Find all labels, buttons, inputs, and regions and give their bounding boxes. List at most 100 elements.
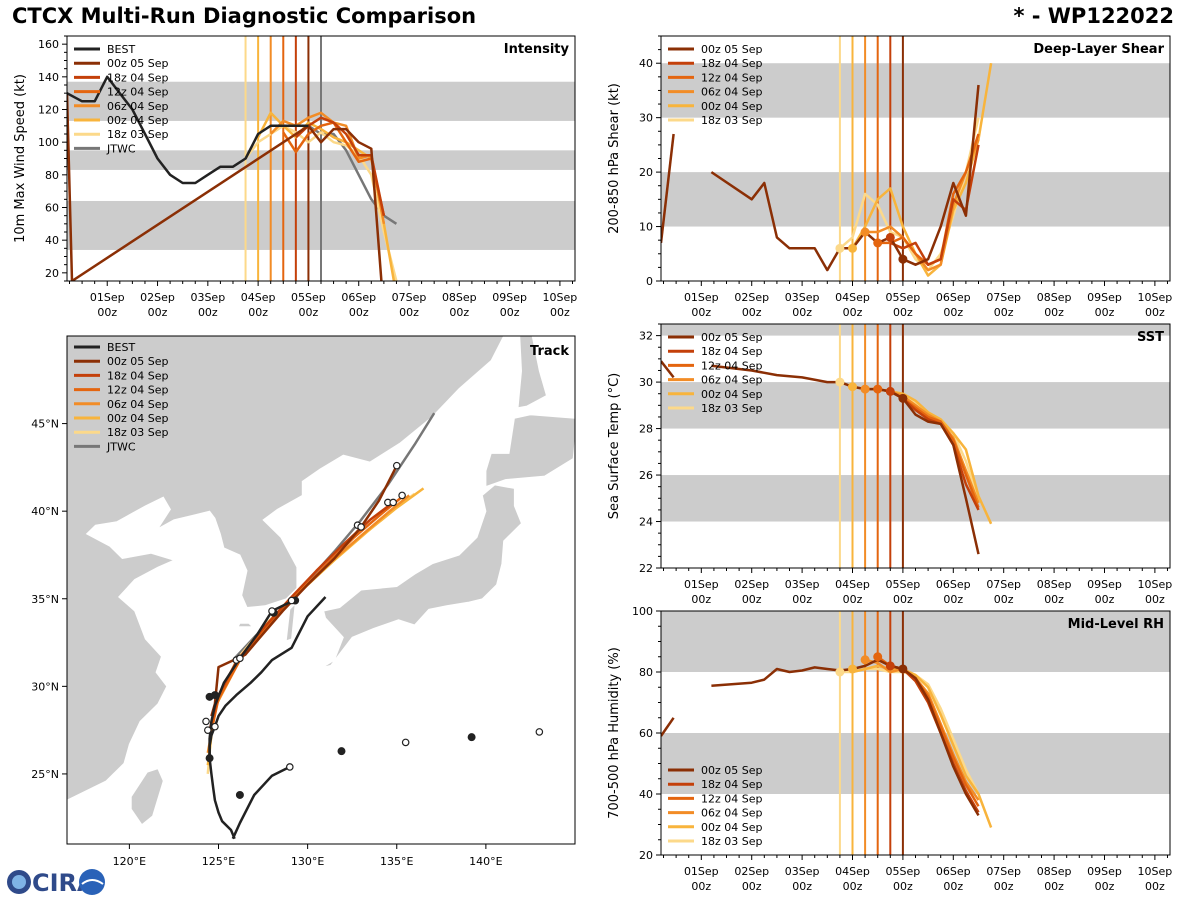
intensity-ytick-label: 140: [38, 71, 59, 84]
shear-series-00z-04-sep: [851, 62, 993, 277]
track-lat-label: 30°N: [31, 680, 59, 693]
shear-xtick-label-hour: 00z: [943, 306, 963, 319]
intensity-xtick-label-hour: 00z: [500, 306, 520, 319]
shear-marker-18z-03-sep: [835, 243, 845, 253]
intensity-xtick-label-hour: 00z: [97, 306, 117, 319]
sst-xtick-label-day: 05Sep: [886, 578, 921, 591]
intensity-ytick-label: 40: [45, 234, 59, 247]
track-legend-label-12z-04-sep: 12z 04 Sep: [107, 384, 169, 397]
shear-xtick-label-hour: 00z: [994, 306, 1014, 319]
rh-title: Mid-Level RH: [1068, 617, 1164, 632]
shear-ytick-label: 0: [646, 275, 653, 288]
track-lon-label: 135°E: [380, 855, 413, 868]
rh-xtick-label-day: 06Sep: [936, 865, 971, 878]
intensity-ytick-label: 80: [45, 169, 59, 182]
track-legend-label-best: BEST: [107, 341, 135, 354]
rh-xtick-label-day: 07Sep: [986, 865, 1021, 878]
sst-marker-12z-04-sep: [873, 384, 883, 394]
shear-xtick-label-day: 08Sep: [1037, 291, 1072, 304]
best-track-point-open: [398, 491, 406, 500]
shear-title: Deep-Layer Shear: [1033, 42, 1164, 57]
best-track-point-open: [389, 498, 397, 507]
shear-xtick-label-hour: 00z: [1095, 306, 1115, 319]
sst-xtick-label-day: 09Sep: [1087, 578, 1122, 591]
shear-marker-12z-04-sep: [873, 238, 883, 248]
shear-ytick-label: 10: [639, 221, 653, 234]
sst-xtick-label-hour: 00z: [843, 593, 863, 606]
shear-xtick-label-day: 09Sep: [1087, 291, 1122, 304]
best-track-point-filled: [337, 747, 346, 756]
shear-band-1: [661, 63, 1170, 118]
intensity-xtick-label-day: 10Sep: [543, 291, 578, 304]
cira-logo-swoosh: [81, 879, 104, 885]
sst-xtick-label-day: 08Sep: [1037, 578, 1072, 591]
rh-legend-label-18z-04-sep: 18z 04 Sep: [701, 778, 763, 791]
sst-marker-18z-04-sep: [885, 386, 895, 396]
sst-xtick-label-hour: 00z: [994, 593, 1014, 606]
track-frame: [66, 335, 576, 845]
storm-id: * - WP122022: [1013, 4, 1174, 28]
best-track-point-open: [535, 728, 544, 736]
sst-xtick-label-day: 04Sep: [835, 578, 870, 591]
land-mass-0: [67, 336, 505, 801]
rh-legend-label-12z-04-sep: 12z 04 Sep: [701, 792, 763, 805]
sst-legend-label-18z-03-sep: 18z 03 Sep: [701, 402, 763, 415]
sst-xtick-label-day: 01Sep: [684, 578, 719, 591]
sst-marker-06z-04-sep: [860, 384, 870, 394]
sst-background: [661, 324, 1170, 568]
intensity-plot-area: [67, 36, 575, 281]
intensity-xtick-label-day: 06Sep: [341, 291, 376, 304]
best-track-point-filled: [210, 691, 219, 700]
rh-ytick-label: 20: [639, 849, 653, 862]
land-mass-2: [307, 484, 523, 670]
track-legend-label-18z-03-sep: 18z 03 Sep: [107, 426, 169, 439]
intensity-xtick-label-hour: 00z: [399, 306, 419, 319]
intensity-series-best: [67, 75, 309, 185]
rh-legend-label-00z-04-sep: 00z 04 Sep: [701, 821, 763, 834]
intensity-title: Intensity: [504, 42, 570, 57]
sst-xtick-label-day: 02Sep: [734, 578, 769, 591]
shear-ylabel: 200-850 hPa Shear (kt): [607, 83, 622, 234]
sst-legend-label-06z-04-sep: 06z 04 Sep: [701, 374, 763, 387]
shear-plot-area: [661, 36, 1170, 281]
shear-xtick-label-day: 03Sep: [785, 291, 820, 304]
sst-plot-area: [661, 324, 1170, 568]
sst-ytick-label: 32: [639, 330, 653, 343]
intensity-xtick-label-day: 03Sep: [190, 291, 225, 304]
intensity-panel: 20 40 60 80 100 120 140 160 01Sep 00z 02Sep 00z 03Se…: [13, 35, 578, 319]
intensity-xtick-label-hour: 00z: [449, 306, 469, 319]
track-title: Track: [530, 344, 569, 359]
best-track-point-open: [286, 763, 294, 771]
track-legend-label-00z-04-sep: 00z 04 Sep: [107, 412, 169, 425]
intensity-xtick-label-hour: 00z: [299, 306, 319, 319]
intensity-ytick-label: 160: [38, 38, 59, 51]
shear-xtick-label-day: 06Sep: [936, 291, 971, 304]
shear-ytick-label: 20: [639, 166, 653, 179]
best-track-point-open: [401, 738, 410, 747]
shear-xtick-label-hour: 00z: [1044, 306, 1064, 319]
track-lon-label: 125°E: [202, 855, 235, 868]
rh-xtick-label-day: 08Sep: [1037, 865, 1072, 878]
intensity-legend-label-jtwc: JTWC: [106, 142, 136, 155]
best-track-point-open: [202, 717, 210, 726]
sst-ytick-label: 26: [639, 469, 653, 482]
intensity-ylabel: 10m Max Wind Speed (kt): [13, 74, 28, 243]
rh-xtick-label-day: 01Sep: [684, 865, 719, 878]
sst-legend-label-00z-05-sep: 00z 05 Sep: [701, 331, 763, 344]
sst-ytick-label: 28: [639, 423, 653, 436]
rh-legend-label-00z-05-sep: 00z 05 Sep: [701, 764, 763, 777]
rh-xtick-label-day: 09Sep: [1087, 865, 1122, 878]
intensity-xtick-label-day: 01Sep: [90, 291, 125, 304]
sst-panel: 22 24 26 28 30 32 01Sep 00z 02Sep 00z 03Sep 00z 04Se…: [607, 323, 1172, 606]
sst-xtick-label-hour: 00z: [943, 593, 963, 606]
shear-series-00z-05-sep: [661, 133, 675, 244]
intensity-xtick-label-day: 09Sep: [492, 291, 527, 304]
shear-xtick-label-day: 10Sep: [1138, 291, 1173, 304]
best-track-point-open: [287, 596, 296, 605]
intensity-legend-label-best: BEST: [107, 43, 135, 56]
best-track-point-open: [268, 607, 276, 615]
intensity-xtick-label-day: 04Sep: [241, 291, 276, 304]
sst-xtick-label-hour: 00z: [1095, 593, 1115, 606]
shear-xtick-label-day: 01Sep: [684, 291, 719, 304]
